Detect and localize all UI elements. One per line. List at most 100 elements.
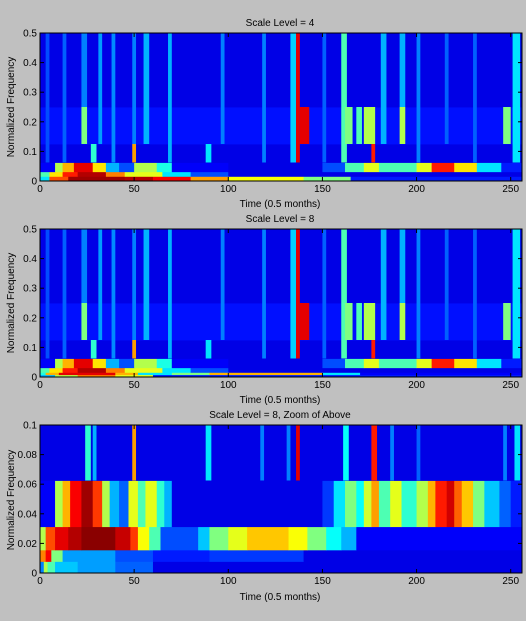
heatmap-cell xyxy=(416,358,433,369)
heatmap-stripe xyxy=(343,425,349,481)
heatmap-stripe xyxy=(363,303,376,340)
heatmap-stripe xyxy=(92,425,97,481)
x-tick-label: 250 xyxy=(502,380,519,391)
panel-2-xlabel: Time (0.5 months) xyxy=(240,395,321,406)
heatmap-stripe xyxy=(111,33,116,163)
heatmap-cell xyxy=(416,162,433,173)
y-tick-label: 0.4 xyxy=(23,58,37,69)
heatmap-stripe xyxy=(85,425,91,481)
heatmap-cell xyxy=(152,176,192,182)
heatmap-stripe xyxy=(512,229,521,359)
x-tick-label: 150 xyxy=(314,576,331,587)
heatmap-cell xyxy=(247,526,289,551)
y-tick-label: 0.5 xyxy=(23,29,37,40)
heatmap-stripe xyxy=(473,33,477,163)
heatmap-stripe xyxy=(371,425,378,481)
heatmap-cell xyxy=(40,144,523,163)
heatmap-stripe xyxy=(416,33,421,163)
heatmap-cell xyxy=(128,480,139,528)
heatmap-stripe xyxy=(81,229,88,303)
heatmap-cell xyxy=(228,526,248,551)
heatmap-cell xyxy=(228,367,523,373)
heatmap-cell xyxy=(228,171,523,177)
heatmap-cell xyxy=(119,358,135,369)
heatmap-cell xyxy=(62,171,79,177)
heatmap-cell xyxy=(40,340,523,359)
heatmap-stripe xyxy=(444,229,449,340)
heatmap-stripe xyxy=(132,33,137,144)
heatmap-cell xyxy=(378,480,391,528)
heatmap-cell xyxy=(40,372,47,376)
heatmap-cell xyxy=(77,374,116,378)
heatmap-stripe xyxy=(111,229,116,359)
heatmap-cell xyxy=(345,480,357,528)
heatmap-stripe xyxy=(299,303,310,340)
heatmap-cell xyxy=(378,162,417,173)
heatmap-cell xyxy=(499,480,512,528)
heatmap-stripe xyxy=(290,229,297,359)
heatmap-stripe xyxy=(503,303,511,340)
heatmap-cell xyxy=(164,480,173,528)
y-tick-label: 0.1 xyxy=(23,147,37,158)
heatmap-cell xyxy=(130,526,139,551)
heatmap-cell xyxy=(501,358,523,369)
heatmap-cell xyxy=(55,374,79,378)
heatmap-cell xyxy=(40,358,56,369)
heatmap-cell xyxy=(454,162,478,173)
heatmap-cell xyxy=(209,372,323,376)
heatmap-stripe xyxy=(90,340,97,359)
heatmap-cell xyxy=(416,480,429,528)
y-tick-label: 0 xyxy=(31,373,37,384)
heatmap-cell xyxy=(105,367,126,373)
heatmap-stripe xyxy=(399,303,406,340)
heatmap-cell xyxy=(288,526,308,551)
y-tick-label: 0.5 xyxy=(23,225,37,236)
heatmap-cell xyxy=(171,358,229,369)
heatmap-cell xyxy=(105,358,120,369)
panel-1-xlabel: Time (0.5 months) xyxy=(240,199,321,210)
x-tick-label: 0 xyxy=(37,380,43,391)
heatmap-cell xyxy=(40,480,56,528)
x-tick-label: 0 xyxy=(37,184,43,195)
heatmap-cell xyxy=(152,561,523,574)
heatmap-stripe xyxy=(81,303,88,340)
heatmap-cell xyxy=(55,561,79,574)
heatmap-stripe xyxy=(512,33,521,163)
heatmap-cell xyxy=(49,367,63,373)
heatmap-cell xyxy=(137,480,146,528)
heatmap-cell xyxy=(209,549,304,562)
panel-1-axes: 0 50 100 150 200 250 0 0.1 0.2 0.3 0.4 0.5 xyxy=(23,29,523,195)
heatmap-cell xyxy=(431,358,455,369)
heatmap-stripe xyxy=(262,229,266,359)
heatmap-stripe xyxy=(132,144,137,163)
heatmap-stripe xyxy=(205,340,212,359)
heatmap-cell xyxy=(228,162,323,173)
heatmap-cell xyxy=(360,372,523,376)
heatmap-stripe xyxy=(132,425,137,481)
x-tick-label: 0 xyxy=(37,576,43,587)
heatmap-cell xyxy=(40,367,50,373)
heatmap-stripe xyxy=(296,229,300,359)
panel-2: Scale Level = 8 0 50 100 150 200 250 0 0.1 0.2 0.… xyxy=(6,214,523,406)
heatmap-cell xyxy=(40,33,523,108)
heatmap-cell xyxy=(363,358,380,369)
heatmap-stripe xyxy=(260,425,265,481)
heatmap-cell xyxy=(40,549,47,562)
heatmap-cell xyxy=(45,549,52,562)
heatmap-cell xyxy=(55,480,63,528)
y-tick-label: 0.3 xyxy=(23,88,37,99)
heatmap-cell xyxy=(40,107,523,145)
heatmap-cell xyxy=(68,526,82,551)
heatmap-cell xyxy=(322,162,346,173)
heatmap-stripe xyxy=(168,33,172,163)
heatmap-cell xyxy=(363,162,380,173)
y-tick-label: 0.02 xyxy=(18,539,38,550)
heatmap-stripe xyxy=(143,229,150,340)
heatmap-cell xyxy=(124,176,154,182)
heatmap-cell xyxy=(40,425,523,481)
heatmap-stripe xyxy=(168,229,172,359)
heatmap-stripe xyxy=(98,229,103,340)
heatmap-cell xyxy=(43,561,48,574)
heatmap-cell xyxy=(145,480,158,528)
heatmap-cell xyxy=(345,162,365,173)
